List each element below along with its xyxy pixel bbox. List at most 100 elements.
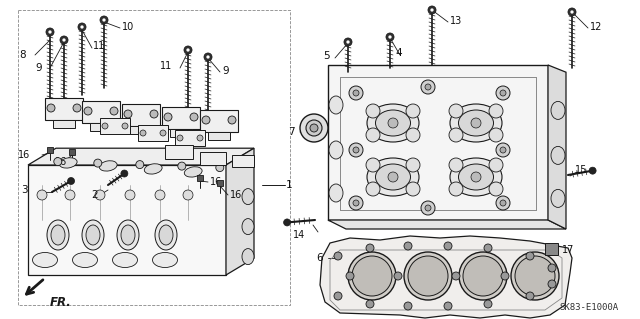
Ellipse shape (242, 189, 254, 204)
Circle shape (178, 162, 186, 170)
Polygon shape (82, 101, 120, 123)
Circle shape (349, 143, 363, 157)
Polygon shape (320, 236, 572, 318)
Circle shape (489, 104, 503, 118)
Text: 17: 17 (562, 245, 574, 255)
Polygon shape (165, 145, 193, 159)
Circle shape (500, 200, 506, 206)
Text: 7: 7 (289, 127, 295, 137)
Circle shape (449, 158, 463, 172)
Circle shape (496, 196, 510, 210)
Circle shape (425, 205, 431, 211)
Polygon shape (328, 65, 548, 220)
Circle shape (68, 177, 74, 184)
Polygon shape (226, 148, 254, 275)
Circle shape (406, 128, 420, 142)
Text: 11: 11 (160, 61, 172, 71)
Circle shape (80, 25, 84, 29)
Polygon shape (130, 126, 152, 134)
Circle shape (344, 38, 352, 46)
Circle shape (471, 118, 481, 128)
Ellipse shape (551, 101, 565, 119)
Ellipse shape (155, 220, 177, 250)
Text: 16: 16 (18, 150, 30, 160)
Circle shape (352, 256, 392, 296)
Ellipse shape (72, 253, 97, 268)
Polygon shape (90, 123, 112, 131)
Circle shape (349, 86, 363, 100)
Circle shape (463, 256, 503, 296)
Circle shape (526, 292, 534, 300)
Ellipse shape (329, 141, 343, 159)
Circle shape (300, 114, 328, 142)
Circle shape (346, 40, 350, 44)
Text: 16: 16 (210, 177, 222, 187)
Circle shape (124, 110, 132, 118)
Ellipse shape (551, 189, 565, 207)
Circle shape (404, 302, 412, 310)
Polygon shape (69, 149, 75, 155)
Circle shape (589, 167, 596, 174)
Circle shape (54, 158, 62, 166)
Text: SK83-E1000A: SK83-E1000A (559, 303, 618, 312)
Circle shape (102, 123, 108, 129)
Circle shape (110, 107, 118, 115)
Polygon shape (122, 104, 160, 126)
Circle shape (489, 128, 503, 142)
Ellipse shape (144, 164, 162, 174)
Circle shape (388, 35, 392, 39)
Text: 8: 8 (19, 50, 26, 60)
Ellipse shape (47, 220, 69, 250)
Polygon shape (545, 243, 558, 255)
Ellipse shape (117, 220, 139, 250)
Text: 14: 14 (292, 230, 305, 240)
Ellipse shape (376, 110, 410, 136)
Ellipse shape (329, 96, 343, 114)
Polygon shape (200, 110, 238, 132)
Ellipse shape (99, 161, 117, 171)
Circle shape (366, 300, 374, 308)
Circle shape (548, 280, 556, 288)
Polygon shape (47, 147, 53, 153)
Circle shape (404, 252, 452, 300)
Circle shape (186, 48, 190, 52)
Circle shape (334, 292, 342, 300)
Text: 13: 13 (450, 16, 462, 26)
Circle shape (100, 16, 108, 24)
Circle shape (366, 104, 380, 118)
Circle shape (65, 190, 75, 200)
Circle shape (125, 190, 135, 200)
Circle shape (150, 110, 158, 118)
Circle shape (334, 252, 342, 260)
Ellipse shape (450, 104, 502, 142)
Circle shape (366, 158, 380, 172)
Circle shape (47, 104, 55, 112)
Circle shape (48, 30, 52, 34)
Circle shape (500, 90, 506, 96)
Ellipse shape (51, 225, 65, 245)
Circle shape (353, 147, 359, 153)
Circle shape (496, 143, 510, 157)
Circle shape (526, 252, 534, 260)
Circle shape (122, 123, 128, 129)
Ellipse shape (82, 220, 104, 250)
Circle shape (84, 107, 92, 115)
Ellipse shape (458, 110, 493, 136)
Circle shape (428, 6, 436, 14)
Circle shape (388, 118, 398, 128)
Circle shape (366, 182, 380, 196)
Circle shape (206, 55, 210, 59)
Ellipse shape (450, 158, 502, 196)
Circle shape (46, 28, 54, 36)
Circle shape (500, 147, 506, 153)
Text: 12: 12 (590, 22, 602, 32)
Circle shape (78, 23, 86, 31)
Ellipse shape (367, 104, 419, 142)
Text: 3: 3 (21, 185, 28, 195)
Polygon shape (170, 129, 192, 137)
Circle shape (177, 135, 183, 141)
Polygon shape (100, 118, 130, 134)
Circle shape (202, 116, 210, 124)
Circle shape (121, 170, 128, 177)
Ellipse shape (184, 167, 202, 177)
